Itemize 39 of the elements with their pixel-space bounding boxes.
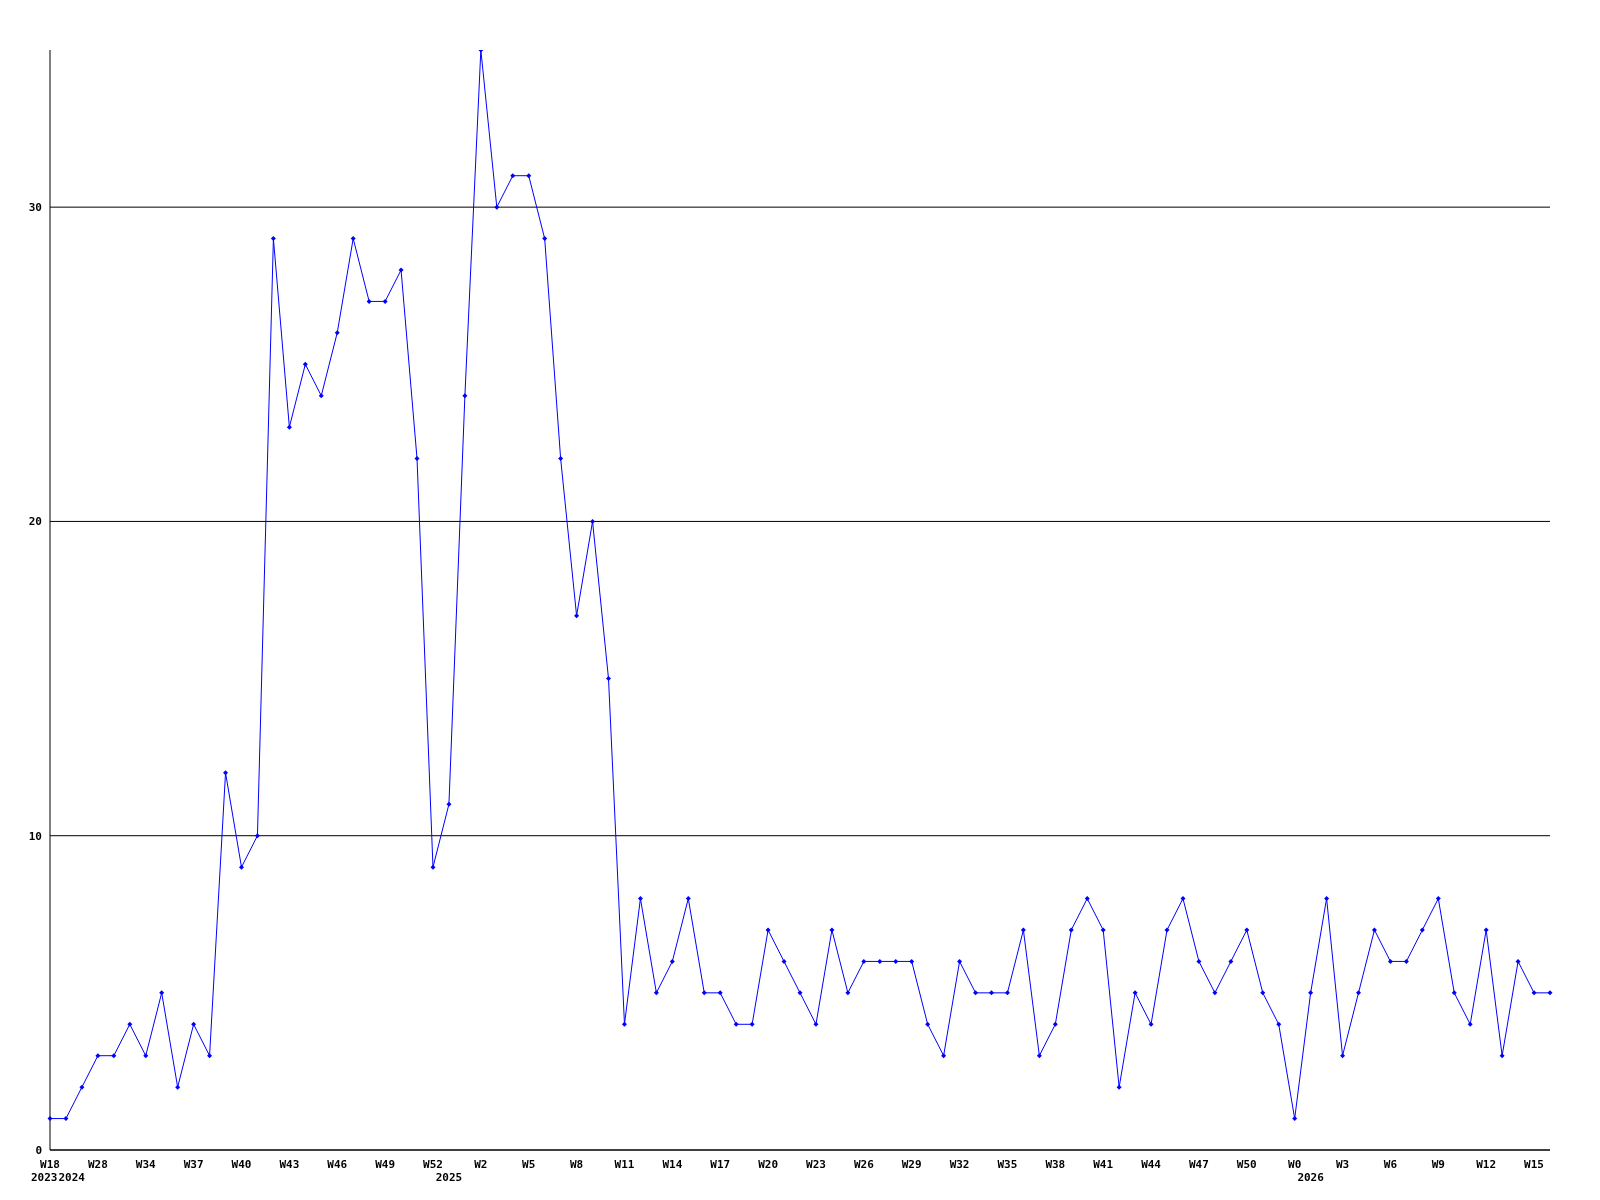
x-tick-label: W34 [135, 1158, 157, 1171]
x-tick-label: W38 [1045, 1158, 1066, 1171]
x-tick-label: 2026 [1297, 1171, 1325, 1184]
x-tick-label: W2 [474, 1158, 488, 1171]
y-tick-label: 10 [28, 829, 42, 843]
x-tick-label: W17 [710, 1158, 731, 1171]
x-tick-label: W52 [423, 1158, 443, 1171]
x-tick-label: W35 [997, 1158, 1018, 1171]
x-tick-label: W9 [1431, 1158, 1445, 1171]
x-tick-label: W49 [375, 1158, 396, 1171]
x-tick-label: W26 [853, 1158, 875, 1171]
x-tick-label: W3 [1335, 1158, 1350, 1171]
x-tick-label: W41 [1093, 1158, 1114, 1171]
x-tick-label: W46 [327, 1158, 348, 1171]
x-tick-label: W32 [949, 1158, 970, 1171]
x-tick-label: W29 [901, 1158, 922, 1171]
x-tick-label: W23 [806, 1158, 826, 1171]
x-tick-label: 2024 [58, 1171, 86, 1184]
y-tick-label: 0 [35, 1143, 42, 1157]
y-tick-label: 20 [28, 515, 42, 529]
x-tick-label: W14 [662, 1158, 683, 1171]
x-tick-label: 2025 [435, 1171, 463, 1184]
x-tick-label: W15 [1524, 1158, 1544, 1171]
x-tick-label: W47 [1189, 1158, 1209, 1171]
x-tick-label: W18 2023 [31, 1158, 60, 1184]
x-tick-label: W50 [1236, 1158, 1257, 1171]
x-tick-label: W11 [614, 1158, 635, 1171]
y-tick-label: 30 [28, 201, 42, 215]
x-tick-label: W43 [279, 1158, 300, 1171]
x-tick-label: W20 [758, 1158, 779, 1171]
x-tick-label: W37 [183, 1158, 204, 1171]
x-tick-label: W28 [87, 1158, 108, 1171]
x-tick-label: W8 [569, 1158, 584, 1171]
x-tick-label: W40 [231, 1158, 252, 1171]
x-tick-label: W0 [1288, 1158, 1302, 1171]
x-tick-label: W12 [1476, 1158, 1497, 1171]
x-tick-label: W44 [1141, 1158, 1162, 1171]
x-tick-label: W5 [522, 1158, 536, 1171]
x-tick-label: W6 [1383, 1158, 1398, 1171]
